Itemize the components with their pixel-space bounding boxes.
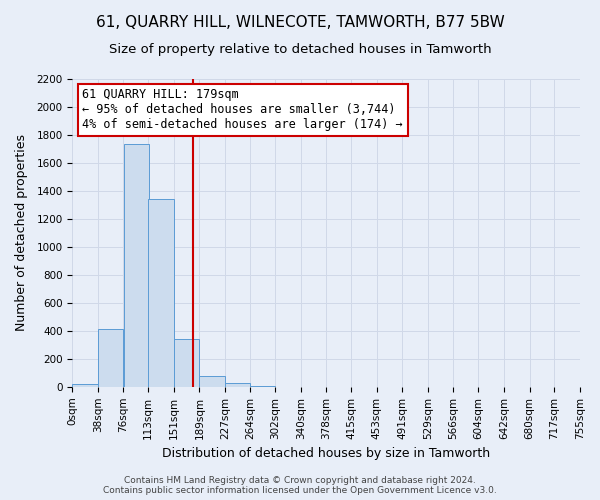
Bar bbox=[124, 144, 149, 387]
Bar bbox=[250, 386, 275, 387]
Bar bbox=[98, 329, 124, 387]
Bar bbox=[174, 338, 199, 387]
Text: 61, QUARRY HILL, WILNECOTE, TAMWORTH, B77 5BW: 61, QUARRY HILL, WILNECOTE, TAMWORTH, B7… bbox=[95, 15, 505, 30]
X-axis label: Distribution of detached houses by size in Tamworth: Distribution of detached houses by size … bbox=[162, 447, 490, 460]
Bar bbox=[199, 376, 225, 387]
Text: Size of property relative to detached houses in Tamworth: Size of property relative to detached ho… bbox=[109, 42, 491, 56]
Bar bbox=[73, 384, 98, 387]
Bar bbox=[148, 199, 174, 387]
Y-axis label: Number of detached properties: Number of detached properties bbox=[15, 134, 28, 332]
Bar bbox=[225, 384, 250, 387]
Text: 61 QUARRY HILL: 179sqm
← 95% of detached houses are smaller (3,744)
4% of semi-d: 61 QUARRY HILL: 179sqm ← 95% of detached… bbox=[82, 88, 403, 131]
Text: Contains HM Land Registry data © Crown copyright and database right 2024.
Contai: Contains HM Land Registry data © Crown c… bbox=[103, 476, 497, 495]
